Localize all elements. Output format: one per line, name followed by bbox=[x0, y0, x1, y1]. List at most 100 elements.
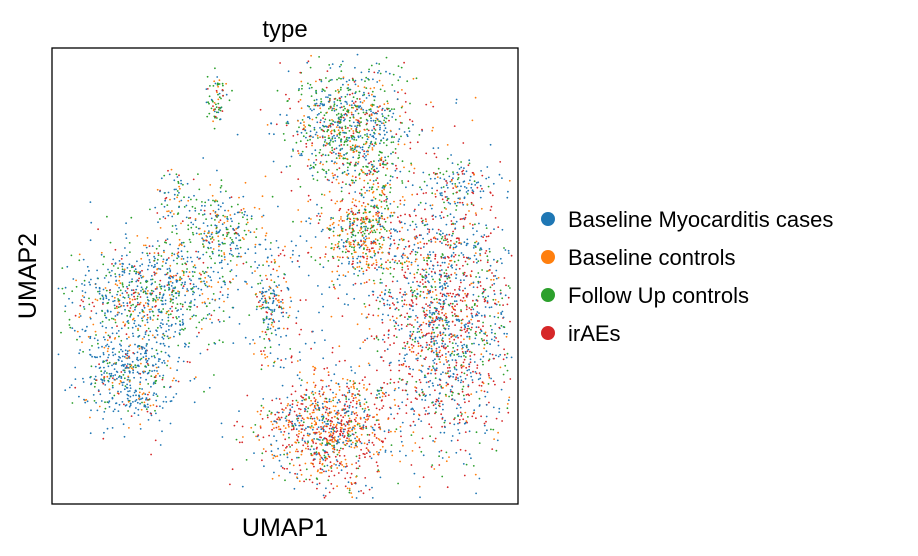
scatter-point bbox=[287, 432, 290, 435]
scatter-point bbox=[303, 440, 306, 443]
scatter-point bbox=[114, 262, 117, 265]
scatter-point bbox=[323, 141, 326, 143]
scatter-point bbox=[378, 193, 381, 196]
scatter-point bbox=[451, 435, 454, 437]
scatter-point bbox=[477, 378, 480, 381]
scatter-point bbox=[468, 307, 471, 309]
scatter-point bbox=[285, 122, 288, 124]
scatter-point bbox=[106, 339, 109, 342]
scatter-point bbox=[353, 249, 356, 252]
scatter-point bbox=[334, 455, 337, 458]
scatter-point bbox=[364, 240, 367, 243]
scatter-point bbox=[364, 143, 367, 145]
scatter-point bbox=[439, 192, 442, 195]
scatter-point bbox=[400, 66, 403, 69]
scatter-point bbox=[179, 243, 182, 246]
scatter-point bbox=[455, 407, 458, 410]
scatter-point bbox=[348, 241, 350, 243]
scatter-point bbox=[412, 330, 415, 333]
scatter-point bbox=[379, 142, 381, 145]
scatter-point bbox=[478, 442, 481, 444]
scatter-point bbox=[428, 310, 431, 312]
scatter-point bbox=[387, 259, 389, 262]
scatter-point bbox=[179, 278, 182, 281]
scatter-point bbox=[383, 119, 385, 122]
scatter-point bbox=[439, 177, 442, 180]
scatter-point bbox=[387, 431, 390, 434]
scatter-point bbox=[100, 253, 103, 256]
scatter-point bbox=[318, 433, 321, 436]
scatter-point bbox=[336, 485, 338, 488]
scatter-point bbox=[362, 111, 365, 114]
scatter-point bbox=[363, 247, 365, 250]
scatter-point bbox=[352, 114, 355, 116]
scatter-point bbox=[419, 355, 422, 357]
scatter-point bbox=[151, 334, 154, 337]
scatter-point bbox=[394, 308, 397, 311]
scatter-point bbox=[380, 139, 382, 142]
scatter-point bbox=[403, 299, 406, 302]
scatter-point bbox=[381, 395, 384, 398]
scatter-point bbox=[119, 263, 121, 265]
scatter-point bbox=[206, 285, 209, 288]
scatter-point bbox=[479, 358, 482, 361]
scatter-point bbox=[189, 282, 192, 285]
scatter-point bbox=[161, 265, 164, 267]
scatter-point bbox=[397, 157, 400, 159]
scatter-point bbox=[389, 203, 392, 205]
scatter-point bbox=[475, 492, 477, 495]
scatter-point bbox=[371, 231, 374, 234]
scatter-point bbox=[148, 245, 151, 248]
scatter-point bbox=[449, 370, 452, 372]
scatter-point bbox=[303, 429, 306, 431]
scatter-point bbox=[291, 406, 294, 408]
scatter-point bbox=[322, 430, 325, 433]
scatter-point bbox=[181, 281, 184, 284]
scatter-point bbox=[320, 206, 323, 209]
scatter-point bbox=[428, 423, 431, 426]
scatter-point bbox=[157, 221, 159, 224]
scatter-point bbox=[173, 377, 175, 380]
scatter-point bbox=[389, 237, 392, 240]
scatter-point bbox=[454, 227, 457, 230]
scatter-point bbox=[402, 238, 405, 241]
scatter-point bbox=[357, 120, 360, 123]
scatter-point bbox=[389, 382, 392, 384]
scatter-point bbox=[452, 292, 454, 295]
scatter-point bbox=[480, 389, 483, 392]
scatter-point bbox=[442, 287, 444, 289]
scatter-point bbox=[382, 392, 384, 395]
scatter-point bbox=[350, 179, 353, 182]
scatter-point bbox=[345, 411, 348, 413]
scatter-point bbox=[451, 182, 454, 185]
scatter-point bbox=[451, 266, 454, 269]
scatter-point bbox=[342, 377, 344, 380]
scatter-point bbox=[289, 404, 291, 407]
scatter-point bbox=[409, 308, 411, 310]
scatter-point bbox=[208, 285, 211, 287]
scatter-point bbox=[259, 274, 262, 277]
scatter-point bbox=[483, 332, 485, 335]
scatter-point bbox=[126, 287, 129, 290]
scatter-point bbox=[348, 245, 351, 248]
scatter-point bbox=[471, 119, 474, 122]
scatter-point bbox=[371, 93, 373, 96]
scatter-point bbox=[418, 393, 421, 396]
scatter-point bbox=[485, 420, 487, 423]
scatter-point bbox=[494, 332, 496, 335]
scatter-point bbox=[426, 228, 429, 230]
scatter-point bbox=[324, 176, 327, 178]
scatter-point bbox=[314, 400, 317, 403]
scatter-point bbox=[405, 412, 408, 414]
scatter-point bbox=[427, 273, 430, 276]
scatter-point bbox=[444, 280, 447, 283]
scatter-point bbox=[68, 318, 71, 321]
scatter-point bbox=[428, 231, 431, 233]
scatter-point bbox=[311, 118, 314, 121]
scatter-point bbox=[182, 313, 184, 316]
scatter-point bbox=[320, 379, 322, 382]
scatter-point bbox=[378, 154, 380, 157]
scatter-point bbox=[301, 154, 303, 157]
scatter-point bbox=[351, 483, 353, 486]
scatter-point bbox=[338, 412, 340, 415]
